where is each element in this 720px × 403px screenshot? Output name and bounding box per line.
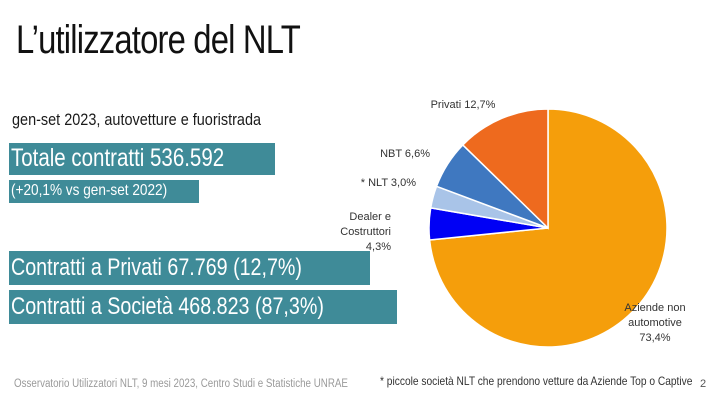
private-contracts-text: Contratti a Privati 67.769 (12,7%) xyxy=(11,254,302,281)
pie-slice-privati xyxy=(461,108,549,230)
pie-labels: Aziende non automotive 73,4% Dealer e Costru… xyxy=(340,99,685,344)
pie-label-nlt: * NLT 3,0% xyxy=(361,177,416,189)
period-subtitle: gen-set 2023, autovetture e fuoristrada xyxy=(12,110,262,129)
variation-text: (+20,1% vs gen-set 2022) xyxy=(11,182,168,199)
company-contracts-text: Contratti a Società 468.823 (87,3%) xyxy=(11,293,324,320)
pie-label-dealer-e-costruttori: Dealer e Costruttori 4,3% xyxy=(340,211,391,253)
company-contracts-highlight: Contratti a Società 468.823 (87,3%) xyxy=(9,290,397,324)
pie-label-privati: Privati 12,7% xyxy=(431,99,496,111)
pie-label-nbt: NBT 6,6% xyxy=(380,148,430,160)
page-title: L’utilizzatore del NLT xyxy=(16,18,301,62)
variation-highlight: (+20,1% vs gen-set 2022) xyxy=(9,180,199,203)
total-contracts-text: Totale contratti 536.592 xyxy=(11,144,225,172)
page-number: 2 xyxy=(700,378,707,390)
total-contracts-highlight: Totale contratti 536.592 xyxy=(9,143,275,175)
footnote: * piccole società NLT che prendono vettu… xyxy=(380,374,693,388)
source-note: Osservatorio Utilizzatori NLT, 9 mesi 20… xyxy=(14,378,348,390)
private-contracts-highlight: Contratti a Privati 67.769 (12,7%) xyxy=(9,251,370,285)
pie-label-aziende-non-automotive: Aziende non automotive 73,4% xyxy=(624,302,685,344)
pie-slices xyxy=(428,108,668,348)
